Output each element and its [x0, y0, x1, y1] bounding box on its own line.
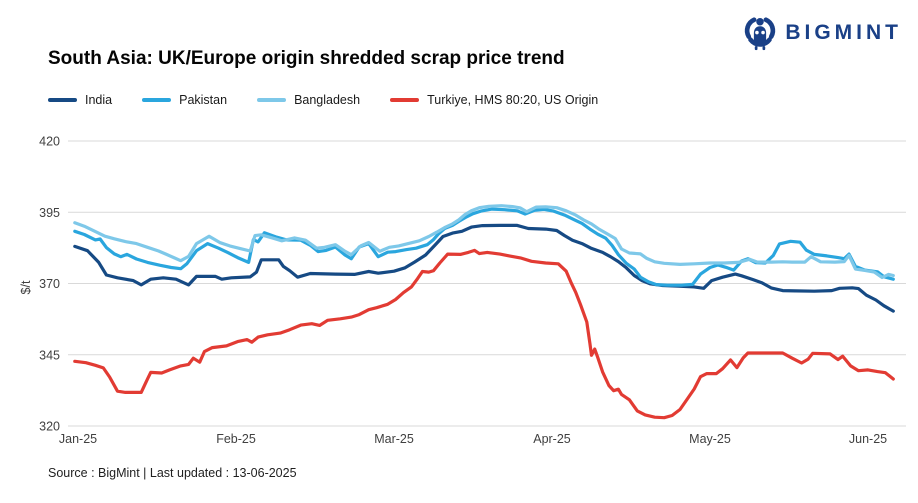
bigmint-logo-text: BIGMINT [785, 21, 902, 44]
legend-swatch-india [48, 98, 77, 102]
x-tick-label-May-25: May-25 [689, 432, 731, 446]
x-tick-label-Apr-25: Apr-25 [533, 432, 571, 446]
bigmint-logo: BIGMINT [742, 14, 902, 52]
legend-swatch-pakistan [142, 98, 172, 102]
x-tick-label-Jan-25: Jan-25 [59, 432, 97, 446]
source-note: Source : BigMint | Last updated : 13-06-… [48, 466, 297, 480]
legend-item-india[interactable]: India [48, 93, 112, 107]
y-tick-label-420: 420 [39, 135, 60, 149]
legend-label-pakistan: Pakistan [179, 93, 228, 107]
series-line-india [73, 223, 895, 313]
legend-label-bangladesh: Bangladesh [294, 93, 361, 107]
y-tick-label-320: 320 [39, 420, 60, 434]
y-tick-label-370: 370 [39, 277, 60, 291]
legend-label-india: India [85, 93, 113, 107]
legend-label-turkiye: Turkiye, HMS 80:20, US Origin [427, 93, 599, 107]
legend-item-turkiye[interactable]: Turkiye, HMS 80:20, US Origin [390, 93, 598, 107]
y-tick-label-395: 395 [39, 206, 60, 220]
chart-legend: India Pakistan Bangladesh Turkiye, HMS 8… [48, 93, 598, 107]
legend-item-pakistan[interactable]: Pakistan [142, 93, 227, 107]
legend-swatch-turkiye [390, 98, 420, 102]
y-tick-label-345: 345 [39, 348, 60, 362]
series-line-pakistan [73, 207, 895, 287]
legend-swatch-bangladesh [257, 98, 287, 102]
x-tick-label-Mar-25: Mar-25 [374, 432, 414, 446]
series-line-bangladesh [73, 204, 895, 280]
chart-title: South Asia: UK/Europe origin shredded sc… [48, 48, 565, 69]
x-tick-label-Jun-25: Jun-25 [849, 432, 887, 446]
series-line-turkiye-hms-us-origin [73, 248, 895, 420]
bigmint-logo-icon [742, 14, 778, 52]
legend-item-bangladesh[interactable]: Bangladesh [257, 93, 360, 107]
x-tick-label-Feb-25: Feb-25 [216, 432, 256, 446]
y-axis-label: $/t [19, 280, 33, 294]
